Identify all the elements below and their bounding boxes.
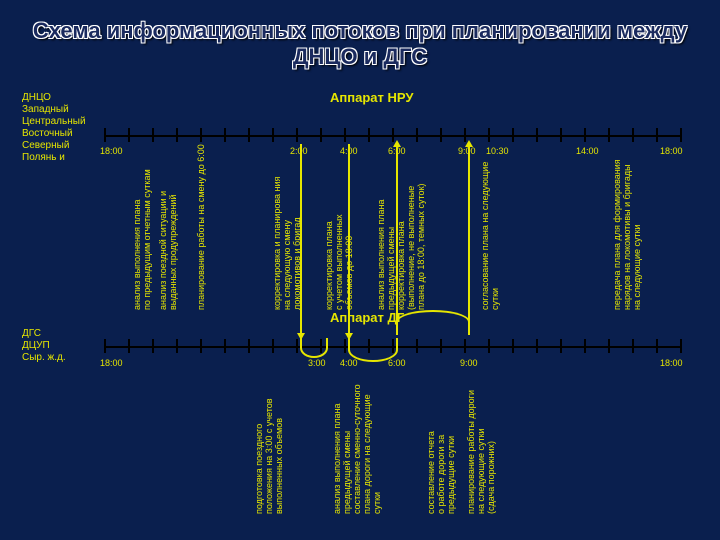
vertical-label: согласование плана на следующие сутки — [480, 162, 500, 310]
timeline-tick — [296, 128, 298, 142]
time-label: 6:00 — [388, 358, 406, 368]
timeline-tick — [368, 128, 370, 142]
flow-curve — [348, 338, 398, 362]
timeline-tick — [200, 128, 202, 142]
timeline-tick — [248, 339, 250, 353]
time-label: 10:30 — [486, 146, 509, 156]
timeline-tick — [680, 128, 682, 142]
timeline-tick — [224, 128, 226, 142]
vertical-label: планирование работы на смену до 6:00 — [196, 162, 206, 310]
timeline-tick — [320, 128, 322, 142]
timeline-tick — [176, 339, 178, 353]
arrow-up-icon — [465, 140, 473, 147]
timeline-tick — [608, 128, 610, 142]
timeline-tick — [296, 339, 298, 353]
flow-curve — [396, 310, 470, 334]
group-line: Западный — [22, 104, 86, 116]
timeline-tick — [512, 128, 514, 142]
vertical-label: передача плана для формирования нарядов … — [612, 162, 642, 310]
group-line: Центральный — [22, 116, 86, 128]
time-label: 18:00 — [100, 146, 123, 156]
vertical-label: корректировка и планирова ния на следующ… — [272, 162, 302, 310]
timeline-tick — [536, 128, 538, 142]
arrow-up-icon — [393, 140, 401, 147]
timeline-tick — [584, 128, 586, 142]
timeline-tick — [152, 339, 154, 353]
time-label: 9:00 — [458, 146, 476, 156]
timeline-tick — [560, 339, 562, 353]
timeline-tick — [272, 128, 274, 142]
timeline-tick — [128, 339, 130, 353]
time-label: 18:00 — [100, 358, 123, 368]
vertical-label: анализ поездной ситуации и выданных прод… — [158, 162, 178, 310]
timeline-tick — [416, 339, 418, 353]
group-line: Полянь и — [22, 152, 86, 164]
flow-line-down — [348, 144, 350, 335]
time-label: 2:00 — [290, 146, 308, 156]
timeline-tick — [440, 339, 442, 353]
time-label: 18:00 — [660, 146, 683, 156]
section-dg: Аппарат ДГ — [330, 310, 404, 325]
group-line: Сыр. ж.д. — [22, 352, 66, 364]
vertical-label: анализ выполнения плана предыдущей смены… — [332, 374, 382, 514]
time-label: 9:00 — [460, 358, 478, 368]
timeline-tick — [104, 128, 106, 142]
timeline-tick — [464, 339, 466, 353]
timeline-tick — [344, 339, 346, 353]
flow-line-up — [396, 144, 398, 335]
flow-line-up — [468, 144, 470, 335]
timeline-tick — [128, 128, 130, 142]
vertical-label: анализ выполнения плана по предыдущим от… — [132, 162, 152, 310]
group-dgs: ДГСДЦУПСыр. ж.д. — [22, 328, 66, 364]
group-line: Восточный — [22, 128, 86, 140]
timeline-tick — [344, 128, 346, 142]
timeline-tick — [488, 128, 490, 142]
timeline-tick — [632, 128, 634, 142]
flow-line-down — [300, 144, 302, 335]
group-line: ДНЦО — [22, 92, 86, 104]
timeline-tick — [152, 128, 154, 142]
section-nru: Аппарат НРУ — [330, 90, 413, 105]
timeline-tick — [680, 339, 682, 353]
group-dntso: ДНЦОЗападныйЦентральныйВосточныйСеверный… — [22, 92, 86, 164]
timeline-tick — [488, 339, 490, 353]
timeline-tick — [560, 128, 562, 142]
timeline-tick — [584, 339, 586, 353]
group-line: ДЦУП — [22, 340, 66, 352]
timeline-tick — [608, 339, 610, 353]
time-label: 18:00 — [660, 358, 683, 368]
time-label: 3:00 — [308, 358, 326, 368]
timeline-tick — [536, 339, 538, 353]
timeline-tick — [512, 339, 514, 353]
timeline-tick — [440, 128, 442, 142]
vertical-label: планирование работы дороги на следующие … — [466, 374, 496, 514]
timeline-tick — [104, 339, 106, 353]
timeline-tick — [248, 128, 250, 142]
vertical-label: составление отчета о работе дороги за пр… — [426, 374, 456, 514]
timeline-tick — [632, 339, 634, 353]
vertical-label: анализ выполнения плана предыдущей смены… — [376, 162, 426, 310]
timeline-tick — [200, 339, 202, 353]
time-label: 4:00 — [340, 358, 358, 368]
slide-title: Схема информационных потоков при планиро… — [0, 12, 720, 80]
group-line: ДГС — [22, 328, 66, 340]
timeline-tick — [416, 128, 418, 142]
vertical-label: подготовка поездного положения на 3:00 с… — [254, 374, 284, 514]
timeline-tick — [656, 128, 658, 142]
timeline-tick — [176, 128, 178, 142]
time-label: 14:00 — [576, 146, 599, 156]
flow-curve — [300, 338, 328, 358]
timeline-tick — [224, 339, 226, 353]
group-line: Северный — [22, 140, 86, 152]
timeline-tick — [656, 339, 658, 353]
timeline-tick — [272, 339, 274, 353]
